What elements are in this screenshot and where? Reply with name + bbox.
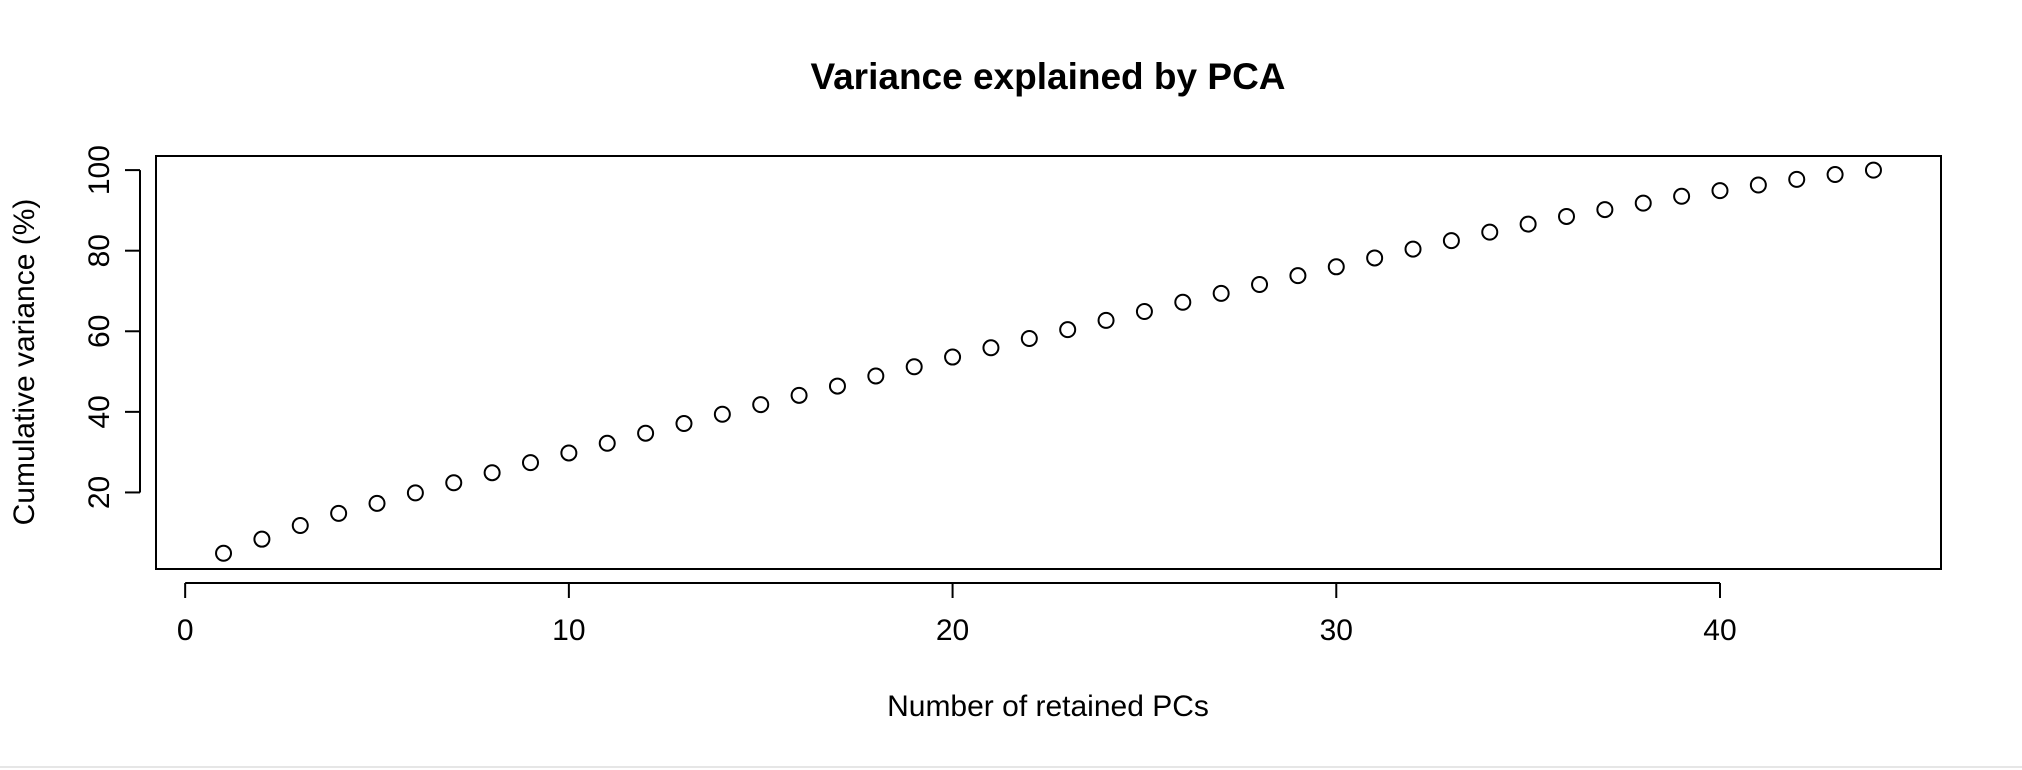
x-axis-label: Number of retained PCs <box>887 690 1209 723</box>
data-point <box>905 358 923 376</box>
data-point <box>828 377 846 395</box>
data-point <box>291 516 309 534</box>
data-point <box>1519 215 1537 233</box>
data-point <box>330 504 348 522</box>
data-point <box>1174 293 1192 311</box>
data-point <box>1673 187 1691 205</box>
y-tick-label: 80 <box>83 234 116 267</box>
chart-title: Variance explained by PCA <box>810 56 1285 97</box>
data-point <box>1020 330 1038 348</box>
data-point <box>790 386 808 404</box>
y-tick-label: 40 <box>83 395 116 428</box>
data-point <box>675 415 693 433</box>
data-point <box>1059 321 1077 339</box>
data-point <box>1864 161 1882 179</box>
data-point <box>1404 240 1422 258</box>
y-axis-label: Cumulative variance (%) <box>8 199 41 526</box>
x-tick-label: 40 <box>1703 614 1736 647</box>
x-axis: 0 10 20 30 40 <box>177 582 1737 647</box>
data-point <box>637 424 655 442</box>
data-point <box>253 530 271 548</box>
data-point <box>1711 182 1729 200</box>
data-point <box>944 348 962 366</box>
data-point <box>1289 267 1307 285</box>
data-point <box>215 544 233 562</box>
data-point <box>1596 201 1614 219</box>
data-point <box>1788 170 1806 188</box>
x-tick-label: 30 <box>1320 614 1353 647</box>
x-tick-label: 20 <box>936 614 969 647</box>
x-tick-label: 0 <box>177 614 194 647</box>
data-point <box>867 367 885 385</box>
data-point <box>1558 207 1576 225</box>
y-tick-label: 20 <box>83 476 116 509</box>
data-point <box>1212 284 1230 302</box>
data-point <box>1097 311 1115 329</box>
data-point <box>1442 232 1460 250</box>
data-point <box>560 444 578 462</box>
data-point <box>1251 276 1269 294</box>
data-point <box>598 434 616 452</box>
data-point <box>752 396 770 414</box>
y-axis: 20 40 60 80 100 <box>83 145 141 509</box>
x-tick-label: 10 <box>552 614 585 647</box>
data-point <box>445 474 463 492</box>
data-point <box>1135 303 1153 321</box>
y-tick-label: 60 <box>83 315 116 348</box>
plot-frame <box>155 155 1942 570</box>
data-point <box>1634 194 1652 212</box>
data-point <box>483 464 501 482</box>
data-point <box>982 339 1000 357</box>
data-point <box>1826 166 1844 184</box>
data-point <box>406 484 424 502</box>
data-point <box>713 405 731 423</box>
data-point <box>368 494 386 512</box>
y-tick-label: 100 <box>83 145 116 195</box>
data-point <box>1366 249 1384 267</box>
data-point <box>1481 223 1499 241</box>
data-points <box>215 161 1882 562</box>
data-point <box>1327 258 1345 276</box>
data-point <box>1749 176 1767 194</box>
bottom-divider <box>0 766 2022 768</box>
data-point <box>521 454 539 472</box>
